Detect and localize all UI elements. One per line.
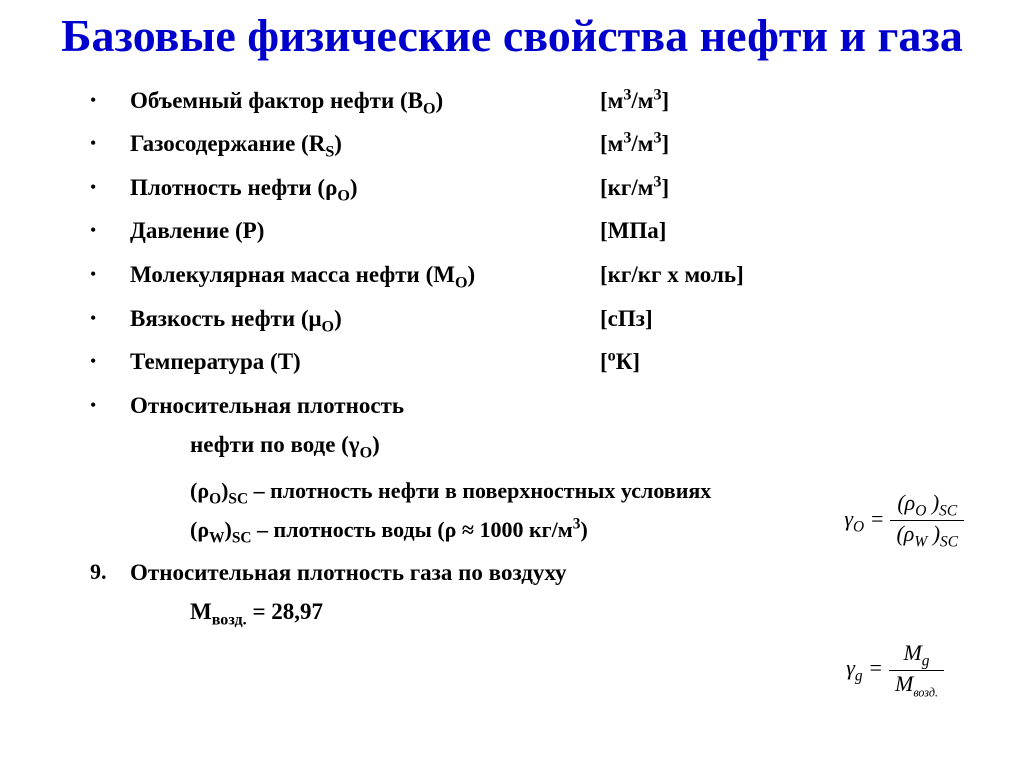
list-item: • Давление (P) [МПа]	[90, 213, 994, 253]
property-label: Давление (P)	[130, 213, 600, 253]
formula-gamma-gas: γg = Mg Mвозд.	[846, 640, 944, 701]
property-label: Температура (T)	[130, 344, 600, 384]
property-unit: [м3/м3]	[600, 126, 994, 162]
property-label: Газосодержание (RS)	[130, 126, 600, 166]
bullet-icon: •	[90, 170, 130, 202]
property-label: Относительная плотность газа по воздуху	[130, 555, 994, 591]
number-bullet: 9.	[90, 555, 130, 589]
property-label: Плотность нефти (ρO)	[130, 170, 600, 210]
property-unit: [сПз]	[600, 301, 994, 337]
property-unit: [м3/м3]	[600, 83, 994, 119]
bullet-icon: •	[90, 388, 130, 420]
list-item: 9. Относительная плотность газа по возду…	[90, 555, 994, 591]
property-label-continuation: нефти по воде (γO)	[190, 427, 994, 467]
list-item: • Относительная плотность	[90, 388, 994, 424]
page-title: Базовые физические свойства нефти и газа	[30, 10, 994, 63]
list-item: • Газосодержание (RS) [м3/м3]	[90, 126, 994, 166]
property-unit: [кг/кг x моль]	[600, 257, 994, 293]
property-unit: [МПа]	[600, 213, 994, 249]
list-item: • Температура (T) [оК]	[90, 344, 994, 384]
bullet-icon: •	[90, 344, 130, 376]
list-item: • Объемный фактор нефти (BO) [м3/м3]	[90, 83, 994, 123]
property-label: Вязкость нефти (μO)	[130, 301, 600, 341]
list-item: • Молекулярная масса нефти (MO) [кг/кг x…	[90, 257, 994, 297]
bullet-icon: •	[90, 126, 130, 158]
list-item: • Плотность нефти (ρO) [кг/м3]	[90, 170, 994, 210]
property-unit: [кг/м3]	[600, 170, 994, 206]
property-unit: [оК]	[600, 344, 994, 380]
property-label: Молекулярная масса нефти (MO)	[130, 257, 600, 297]
property-constant: Mвозд. = 28,97	[190, 594, 994, 634]
bullet-icon: •	[90, 301, 130, 333]
bullet-icon: •	[90, 257, 130, 289]
property-label: Относительная плотность	[130, 388, 600, 424]
bullet-icon: •	[90, 83, 130, 115]
bullet-icon: •	[90, 213, 130, 245]
list-item: • Вязкость нефти (μO) [сПз]	[90, 301, 994, 341]
formula-gamma-oil: γO = (ρO )SC (ρW )SC	[844, 490, 964, 552]
property-label: Объемный фактор нефти (BO)	[130, 83, 600, 123]
